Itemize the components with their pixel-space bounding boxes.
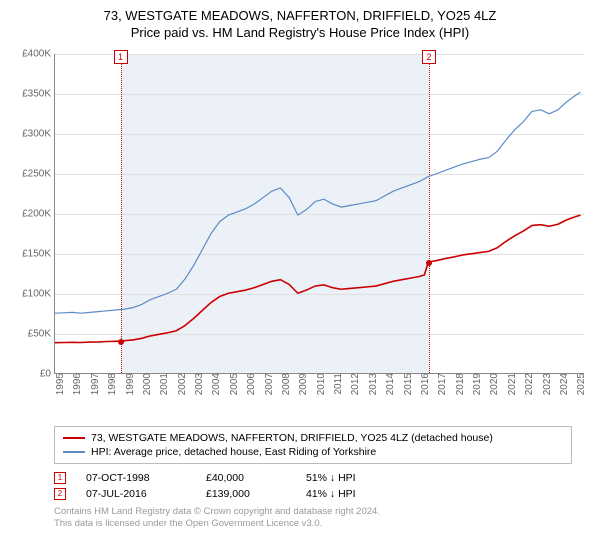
sale-events: 1 07-OCT-1998 £40,000 51% ↓ HPI 2 07-JUL-2016… bbox=[54, 470, 572, 502]
x-tick-label: 1999 bbox=[121, 373, 136, 395]
x-tick-label: 2009 bbox=[294, 373, 309, 395]
legend-label: 73, WESTGATE MEADOWS, NAFFERTON, DRIFFIE… bbox=[91, 432, 493, 444]
x-tick-label: 2020 bbox=[485, 373, 500, 395]
x-tick-label: 2025 bbox=[572, 373, 587, 395]
legend-label: HPI: Average price, detached house, East… bbox=[91, 446, 376, 458]
series-hpi bbox=[55, 92, 581, 313]
x-tick-label: 2000 bbox=[138, 373, 153, 395]
footer-line-2: This data is licensed under the Open Gov… bbox=[54, 518, 572, 530]
sale-date: 07-OCT-1998 bbox=[86, 472, 186, 484]
sale-point bbox=[118, 339, 124, 345]
x-tick-label: 2005 bbox=[225, 373, 240, 395]
sale-marker: 1 bbox=[54, 472, 66, 484]
x-tick-label: 2010 bbox=[312, 373, 327, 395]
sale-date: 07-JUL-2016 bbox=[86, 488, 186, 500]
series-svg bbox=[55, 54, 584, 373]
legend-row: 73, WESTGATE MEADOWS, NAFFERTON, DRIFFIE… bbox=[63, 431, 563, 445]
x-tick-label: 2003 bbox=[190, 373, 205, 395]
x-tick-label: 2014 bbox=[381, 373, 396, 395]
x-tick-label: 2002 bbox=[173, 373, 188, 395]
y-tick-label: £100K bbox=[22, 289, 55, 300]
x-tick-label: 2019 bbox=[468, 373, 483, 395]
y-tick-label: £400K bbox=[22, 49, 55, 60]
x-tick-label: 2021 bbox=[503, 373, 518, 395]
x-tick-label: 2008 bbox=[277, 373, 292, 395]
x-tick-label: 2004 bbox=[207, 373, 222, 395]
sale-delta: 41% ↓ HPI bbox=[306, 488, 356, 500]
sale-row: 1 07-OCT-1998 £40,000 51% ↓ HPI bbox=[54, 470, 572, 486]
x-tick-label: 2018 bbox=[451, 373, 466, 395]
sale-price: £40,000 bbox=[206, 472, 286, 484]
legend-swatch bbox=[63, 437, 85, 439]
sale-row: 2 07-JUL-2016 £139,000 41% ↓ HPI bbox=[54, 486, 572, 502]
y-tick-label: £50K bbox=[28, 329, 55, 340]
price-chart: £0£50K£100K£150K£200K£250K£300K£350K£400… bbox=[8, 48, 592, 418]
footer-line-1: Contains HM Land Registry data © Crown c… bbox=[54, 506, 572, 518]
x-tick-label: 2001 bbox=[155, 373, 170, 395]
title-line-2: Price paid vs. HM Land Registry's House … bbox=[8, 25, 592, 40]
x-tick-label: 1997 bbox=[86, 373, 101, 395]
x-tick-label: 2024 bbox=[555, 373, 570, 395]
legend-row: HPI: Average price, detached house, East… bbox=[63, 445, 563, 459]
chart-title-block: 73, WESTGATE MEADOWS, NAFFERTON, DRIFFIE… bbox=[8, 8, 592, 40]
legend: 73, WESTGATE MEADOWS, NAFFERTON, DRIFFIE… bbox=[54, 426, 572, 464]
sale-price: £139,000 bbox=[206, 488, 286, 500]
x-tick-label: 2023 bbox=[538, 373, 553, 395]
x-tick-label: 2016 bbox=[416, 373, 431, 395]
x-tick-label: 1995 bbox=[51, 373, 66, 395]
sale-point bbox=[426, 260, 432, 266]
x-tick-label: 2006 bbox=[242, 373, 257, 395]
x-tick-label: 2007 bbox=[260, 373, 275, 395]
x-tick-label: 1996 bbox=[68, 373, 83, 395]
y-tick-label: £200K bbox=[22, 209, 55, 220]
legend-swatch bbox=[63, 451, 85, 453]
series-property bbox=[55, 215, 581, 343]
title-line-1: 73, WESTGATE MEADOWS, NAFFERTON, DRIFFIE… bbox=[8, 8, 592, 23]
x-tick-label: 1998 bbox=[103, 373, 118, 395]
x-tick-label: 2012 bbox=[346, 373, 361, 395]
sale-delta: 51% ↓ HPI bbox=[306, 472, 356, 484]
x-tick-label: 2013 bbox=[364, 373, 379, 395]
x-tick-label: 2017 bbox=[433, 373, 448, 395]
plot-area: £0£50K£100K£150K£200K£250K£300K£350K£400… bbox=[54, 54, 584, 374]
attribution-footer: Contains HM Land Registry data © Crown c… bbox=[54, 506, 572, 531]
y-tick-label: £300K bbox=[22, 129, 55, 140]
y-tick-label: £150K bbox=[22, 249, 55, 260]
x-tick-label: 2022 bbox=[520, 373, 535, 395]
y-tick-label: £250K bbox=[22, 169, 55, 180]
sale-marker: 2 bbox=[54, 488, 66, 500]
x-tick-label: 2015 bbox=[399, 373, 414, 395]
y-tick-label: £350K bbox=[22, 89, 55, 100]
x-tick-label: 2011 bbox=[329, 373, 344, 395]
